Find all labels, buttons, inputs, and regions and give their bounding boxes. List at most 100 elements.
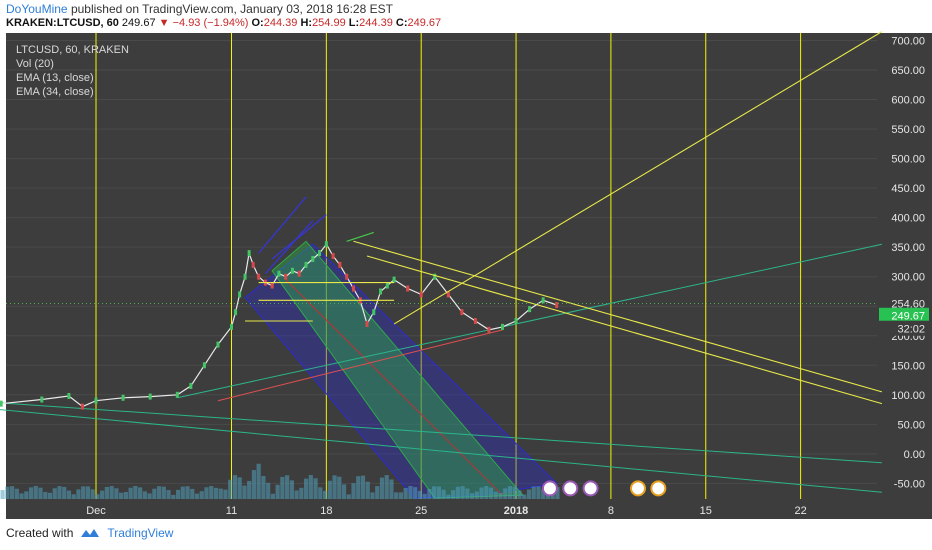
volume-bar — [147, 493, 152, 499]
volume-bar — [114, 488, 119, 499]
change-value: −4.93 (−1.94%) — [172, 17, 249, 29]
candle — [0, 400, 3, 407]
time-axis[interactable] — [6, 499, 932, 519]
x-tick-label: 18 — [320, 505, 332, 517]
volume-bar — [232, 475, 238, 499]
y-tick-label: 350.00 — [891, 242, 925, 254]
x-tick-labels: Dec 11 18 25 2018 8 15 22 — [86, 505, 807, 517]
high-value: 254.99 — [312, 17, 346, 29]
volume-bar — [242, 485, 247, 499]
volume-bar — [446, 494, 451, 499]
volume-bar — [488, 487, 494, 499]
volume-bar — [512, 486, 517, 499]
candle — [94, 397, 98, 404]
event-flag-icon — [582, 480, 599, 497]
volume-bar — [413, 487, 418, 499]
volume-bar — [356, 476, 361, 499]
volume-bar — [213, 487, 219, 499]
volume-bar — [161, 486, 166, 499]
published-text: published on TradingView.com, January 03… — [70, 2, 393, 16]
volume-bar — [455, 486, 460, 499]
y-tick-label: 150.00 — [891, 360, 925, 372]
volume-bar — [133, 486, 138, 499]
x-tick-label: 15 — [700, 505, 712, 517]
y-tick-labels: 700.00 650.00 600.00 550.00 500.00 450.00 400.… — [891, 36, 925, 491]
volume-bar — [66, 490, 72, 499]
publish-header: DoYouMine published on TradingView.com, … — [6, 2, 393, 16]
volume-bar — [289, 480, 294, 499]
volume-bar — [375, 486, 380, 499]
candle — [234, 309, 238, 316]
y-tick-label: 550.00 — [891, 124, 925, 136]
candle — [501, 323, 504, 330]
y-tick-label: 650.00 — [891, 65, 925, 77]
volume-bar — [270, 493, 275, 499]
candle — [175, 391, 179, 398]
candle — [238, 291, 242, 298]
volume-bar — [327, 480, 332, 499]
volume-bar — [351, 483, 356, 499]
author-link[interactable]: DoYouMine — [6, 2, 68, 16]
x-tick-label: 22 — [794, 505, 806, 517]
candle — [372, 309, 376, 316]
y-tick-label: -50.00 — [894, 478, 925, 490]
event-flag-icon — [562, 480, 579, 497]
legend-vol: Vol (20) — [16, 58, 54, 70]
volume-bar — [517, 490, 522, 499]
candle — [392, 276, 396, 283]
volume-bar — [9, 486, 15, 499]
trendline-2 — [393, 31, 883, 325]
y-tick-label: 500.00 — [891, 154, 925, 166]
countdown-tag-bg — [879, 320, 929, 336]
volume-bar — [218, 488, 223, 499]
price-axis[interactable] — [877, 33, 932, 499]
volume-bar — [0, 490, 5, 499]
candle — [40, 396, 44, 403]
event-flag-icon — [541, 480, 558, 497]
volume-bar — [19, 493, 24, 499]
candle — [247, 250, 251, 257]
volume-bar — [90, 489, 95, 499]
y-tick-label: 0.00 — [904, 449, 925, 461]
candle — [406, 285, 410, 292]
volume-bar — [47, 492, 53, 499]
volume-bar — [228, 479, 233, 499]
candle — [80, 403, 84, 410]
channel-midline — [285, 279, 503, 496]
volume-bar — [204, 487, 209, 499]
candle — [216, 341, 220, 348]
volume-bar — [465, 488, 470, 499]
volume-bar — [104, 486, 110, 499]
volume-bar — [123, 491, 128, 499]
volume-bar — [507, 486, 513, 499]
volume-bar — [57, 486, 62, 499]
volume-bar — [484, 486, 489, 499]
y-tick-label: 300.00 — [891, 272, 925, 284]
volume-bar — [370, 492, 375, 499]
created-with-text: Created with — [6, 526, 74, 540]
trendline-1 — [366, 255, 883, 405]
volume-bar — [365, 481, 370, 499]
candle — [541, 297, 545, 304]
candle — [345, 273, 349, 280]
fan-line-0 — [258, 196, 307, 254]
volume-bar — [432, 486, 437, 499]
candle — [148, 393, 152, 400]
volume-bar — [109, 486, 114, 499]
event-markers — [541, 480, 667, 497]
candle — [189, 382, 193, 389]
volume-bar — [469, 493, 475, 499]
volume-bar — [536, 486, 541, 499]
volume-bar — [100, 490, 105, 499]
tradingview-brand[interactable]: TradingView — [107, 526, 174, 540]
volume-bar — [493, 491, 498, 499]
volume-bar — [398, 492, 404, 499]
candle — [419, 291, 423, 298]
volume-bar — [294, 490, 299, 499]
x-tick-label: Dec — [86, 505, 106, 517]
candle — [230, 323, 233, 330]
event-flag-icon — [630, 480, 646, 497]
last-price-tag-bg — [879, 307, 929, 323]
y-tick-label: 400.00 — [891, 213, 925, 225]
